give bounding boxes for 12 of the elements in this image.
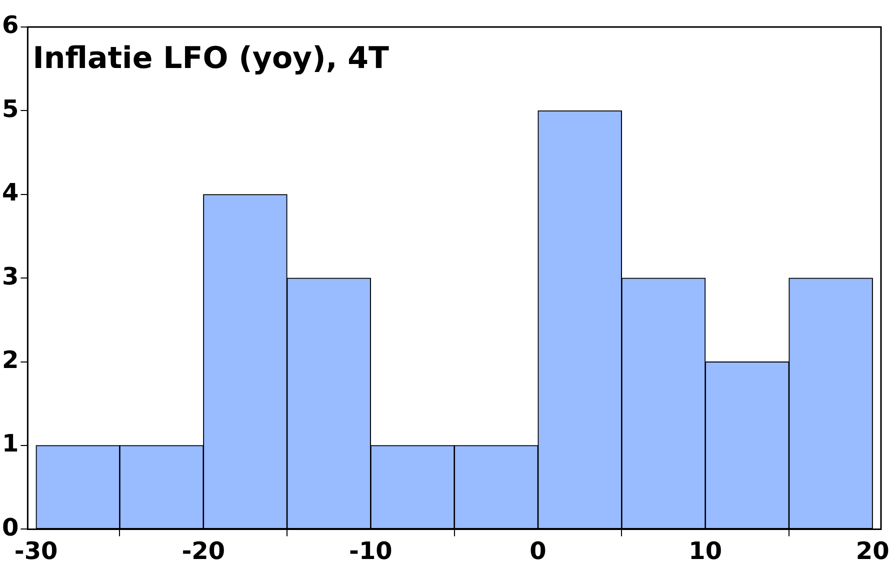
y-tick-label: 6 — [2, 11, 19, 40]
x-tick-label: 10 — [688, 536, 722, 565]
x-tick-label: 0 — [530, 536, 546, 565]
x-tick-label: 20 — [856, 536, 890, 565]
x-tick-label: -20 — [182, 536, 226, 565]
y-tick-label: 1 — [2, 430, 19, 458]
y-tick-label: 5 — [2, 94, 19, 123]
x-tick-label: -10 — [349, 536, 392, 565]
y-tick-label: 3 — [2, 262, 19, 290]
y-tick-label: 4 — [2, 178, 19, 207]
text: Inflatie LFO (yoy), 4T — [32, 40, 390, 76]
y-tick-label: 2 — [2, 346, 19, 374]
